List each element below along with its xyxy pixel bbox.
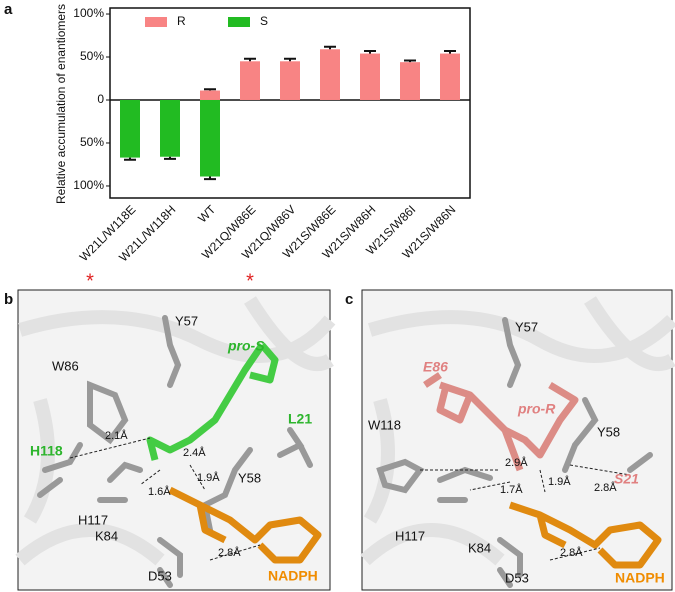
error-bar <box>204 88 216 91</box>
distance-label: 2.8Å <box>218 546 241 559</box>
structure-image <box>15 289 336 591</box>
bar <box>200 90 220 100</box>
residue-label: D53 <box>148 568 172 583</box>
y-tick-label: 50% <box>80 49 104 63</box>
residue-label: K84 <box>468 540 491 555</box>
distance-label: 2.9Å <box>505 456 528 469</box>
residue-label: Y57 <box>515 319 538 334</box>
bar <box>240 61 260 100</box>
residue-label: S21 <box>614 471 639 487</box>
distance-label: 1.9Å <box>197 471 220 484</box>
y-axis-label: Relative accumulation of enantiomers <box>54 4 68 204</box>
ligand-label: pro-R <box>517 401 556 417</box>
residue-label: W118 <box>368 417 401 432</box>
y-tick-label: 100% <box>73 178 104 192</box>
bar <box>400 62 420 100</box>
error-bar <box>204 176 216 181</box>
distance-label: 1.7Å <box>500 483 523 496</box>
residue-label: H117 <box>78 512 108 527</box>
bar <box>120 99 140 158</box>
annotation: * <box>246 270 254 292</box>
cofactor-label: NADPH <box>268 568 318 584</box>
residue-label: Y57 <box>175 313 198 328</box>
cofactor-label: NADPH <box>615 570 665 586</box>
residue-label: H117 <box>395 528 425 543</box>
bar <box>200 99 220 177</box>
bar <box>280 61 300 100</box>
bar <box>440 53 460 100</box>
distance-label: 1.6Å <box>148 485 171 498</box>
distance-label: 2.8Å <box>594 481 617 494</box>
distance-label: 2.4Å <box>183 446 206 459</box>
panel-letter: b <box>4 291 13 308</box>
error-bar <box>164 156 176 160</box>
annotation: * <box>86 270 94 292</box>
residue-label: E86 <box>423 359 448 375</box>
legend-label: S <box>260 14 268 28</box>
distance-label: 2.8Å <box>560 546 583 559</box>
structure-image <box>360 289 675 591</box>
error-bar <box>324 45 336 50</box>
residue-label: K84 <box>95 528 118 543</box>
panel-letter: c <box>345 291 353 308</box>
error-bar <box>244 57 256 62</box>
y-tick-label: 100% <box>73 6 104 20</box>
bar <box>160 99 180 157</box>
residue-label: W86 <box>52 358 79 373</box>
residue-label: Y58 <box>238 470 261 485</box>
y-tick-label: 0 <box>97 92 104 106</box>
residue-label: L21 <box>288 411 312 427</box>
legend-label: R <box>177 14 186 28</box>
error-bar <box>364 49 376 54</box>
error-bar <box>404 59 416 63</box>
bar <box>320 49 340 100</box>
plot-frame <box>109 7 471 199</box>
x-tick-label: WT <box>195 202 219 226</box>
residue-label: D53 <box>505 570 529 585</box>
error-bar <box>284 57 296 62</box>
legend-swatch <box>145 17 167 27</box>
residue-label: H118 <box>30 443 63 459</box>
residue-label: Y58 <box>597 424 620 439</box>
error-bar <box>444 49 456 54</box>
legend-swatch <box>228 17 250 27</box>
ligand-label: pro-S <box>227 338 265 354</box>
distance-label: 1.9Å <box>548 475 571 488</box>
error-bar <box>124 157 136 161</box>
distance-label: 2.1Å <box>105 429 128 442</box>
y-tick-label: 50% <box>80 135 104 149</box>
bar <box>360 53 380 100</box>
panel-letter: a <box>4 1 13 18</box>
